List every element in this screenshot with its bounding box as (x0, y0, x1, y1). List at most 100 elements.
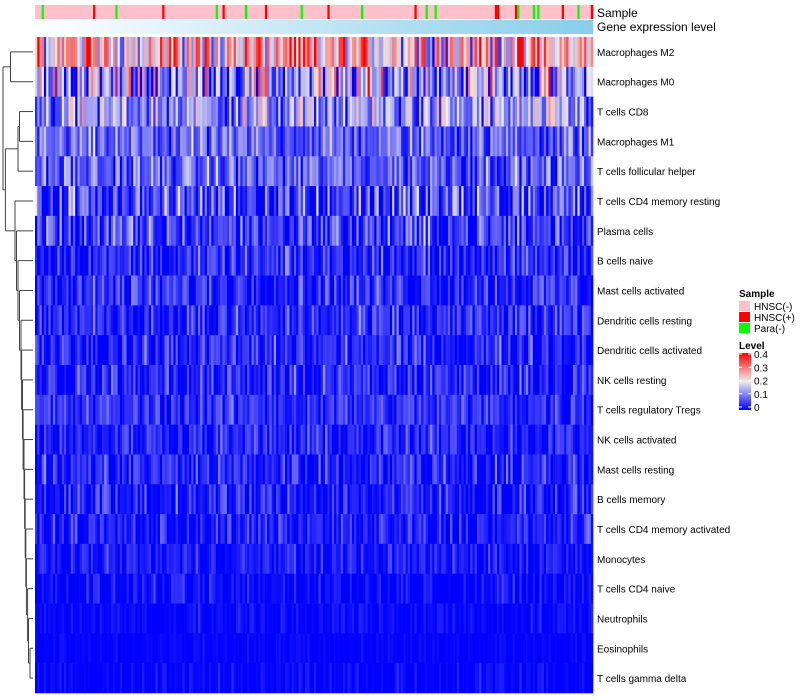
heatmap-cell (153, 305, 156, 336)
heatmap-cell (327, 126, 330, 157)
heatmap-cell (244, 126, 248, 157)
heatmap-cell (224, 454, 228, 485)
heatmap-cell (327, 394, 330, 425)
heatmap-cell (461, 186, 464, 217)
heatmap-cell (472, 126, 476, 157)
heatmap-cell (186, 66, 190, 97)
sample-annotation-cell (164, 5, 167, 19)
heatmap-cell (343, 454, 346, 485)
heatmap-cell (394, 365, 397, 396)
heatmap-cell (418, 156, 422, 187)
sample-annotation-cell (191, 5, 194, 19)
heatmap-cell (568, 245, 571, 276)
heatmap-cell (365, 275, 368, 306)
heatmap-cell (126, 37, 130, 68)
heatmap-cell (398, 484, 402, 515)
heatmap-cell (563, 454, 567, 485)
heatmap-cell (151, 335, 154, 366)
heatmap-cell (423, 215, 426, 247)
heatmap-cell (135, 514, 138, 545)
heatmap-cell (101, 37, 105, 68)
heatmap-cell (77, 96, 80, 127)
heatmap-cell (561, 305, 565, 336)
heatmap-cell (503, 514, 507, 545)
heatmap-cell (314, 275, 317, 306)
heatmap-cell (66, 514, 69, 545)
heatmap-cell (443, 37, 446, 68)
heatmap-cell (485, 454, 489, 485)
heatmap-cell (197, 484, 201, 515)
heatmap-cell (249, 543, 252, 575)
heatmap-cell (305, 305, 308, 336)
heatmap-cell (242, 514, 246, 545)
heatmap-cell (530, 573, 534, 604)
heatmap-cell (90, 484, 94, 515)
sample-annotation-cell (68, 5, 72, 19)
heatmap-cell (497, 126, 500, 157)
heatmap-cell (519, 275, 522, 306)
heatmap-cell (77, 126, 80, 157)
heatmap-cell (354, 484, 357, 515)
sample-annotation-cell (307, 5, 310, 19)
heatmap-cell (280, 215, 284, 247)
heatmap-cell (52, 424, 56, 455)
heatmap-cell (508, 37, 511, 68)
heatmap-cell (407, 66, 411, 97)
heatmap-cell (468, 573, 471, 604)
heatmap-cell (200, 126, 203, 157)
heatmap-cell (122, 66, 125, 97)
heatmap-cell (497, 186, 500, 217)
heatmap-cell (260, 573, 263, 604)
heatmap-cell (66, 275, 69, 306)
heatmap-cell (369, 215, 373, 247)
heatmap-cell (287, 215, 290, 247)
heatmap-cell (307, 186, 310, 217)
heatmap-cell (144, 305, 147, 336)
heatmap-cell (445, 215, 449, 247)
heatmap-cell (327, 186, 330, 217)
heatmap-cell (588, 394, 592, 425)
heatmap-cell (552, 484, 556, 515)
heatmap-cell (407, 394, 411, 425)
heatmap-cell (374, 96, 377, 127)
heatmap-cell (177, 573, 181, 604)
heatmap-cell (555, 275, 558, 306)
heatmap-cell (48, 245, 51, 276)
heatmap-cell (70, 245, 74, 276)
heatmap-cell (559, 305, 563, 336)
heatmap-cell (224, 186, 228, 217)
heatmap-cell (251, 335, 255, 366)
heatmap-cell (309, 454, 313, 485)
heatmap-cell (534, 573, 538, 604)
heatmap-cell (403, 543, 406, 575)
heatmap-cell (508, 96, 511, 127)
heatmap-cell (206, 215, 210, 247)
heatmap-cell (59, 37, 63, 68)
heatmap-cell (369, 543, 373, 575)
heatmap-cell (563, 275, 567, 306)
heatmap-cell (258, 66, 261, 97)
heatmap-cell (530, 275, 534, 306)
heatmap-cell (273, 514, 277, 545)
heatmap-cell (505, 543, 509, 575)
heatmap-cell (189, 365, 192, 396)
heatmap-cell (485, 275, 489, 306)
heatmap-cell (356, 186, 359, 217)
heatmap-cell (499, 573, 502, 604)
heatmap-cell (300, 66, 304, 97)
sample-annotation-cell (579, 5, 583, 19)
heatmap-cell (209, 573, 212, 604)
heatmap-cell (211, 394, 214, 425)
heatmap-cell (318, 215, 321, 247)
heatmap-cell (407, 156, 411, 187)
sample-annotation-cell (363, 5, 366, 19)
sample-annotation-cell (537, 5, 540, 19)
heatmap-cell (108, 37, 112, 68)
heatmap-cell (586, 484, 589, 515)
heatmap-cell (159, 365, 163, 396)
sample-annotation-cell (119, 5, 123, 19)
heatmap-cell (483, 96, 487, 127)
heatmap-cell (512, 245, 516, 276)
heatmap-cell (490, 245, 493, 276)
heatmap-cell (293, 37, 297, 68)
